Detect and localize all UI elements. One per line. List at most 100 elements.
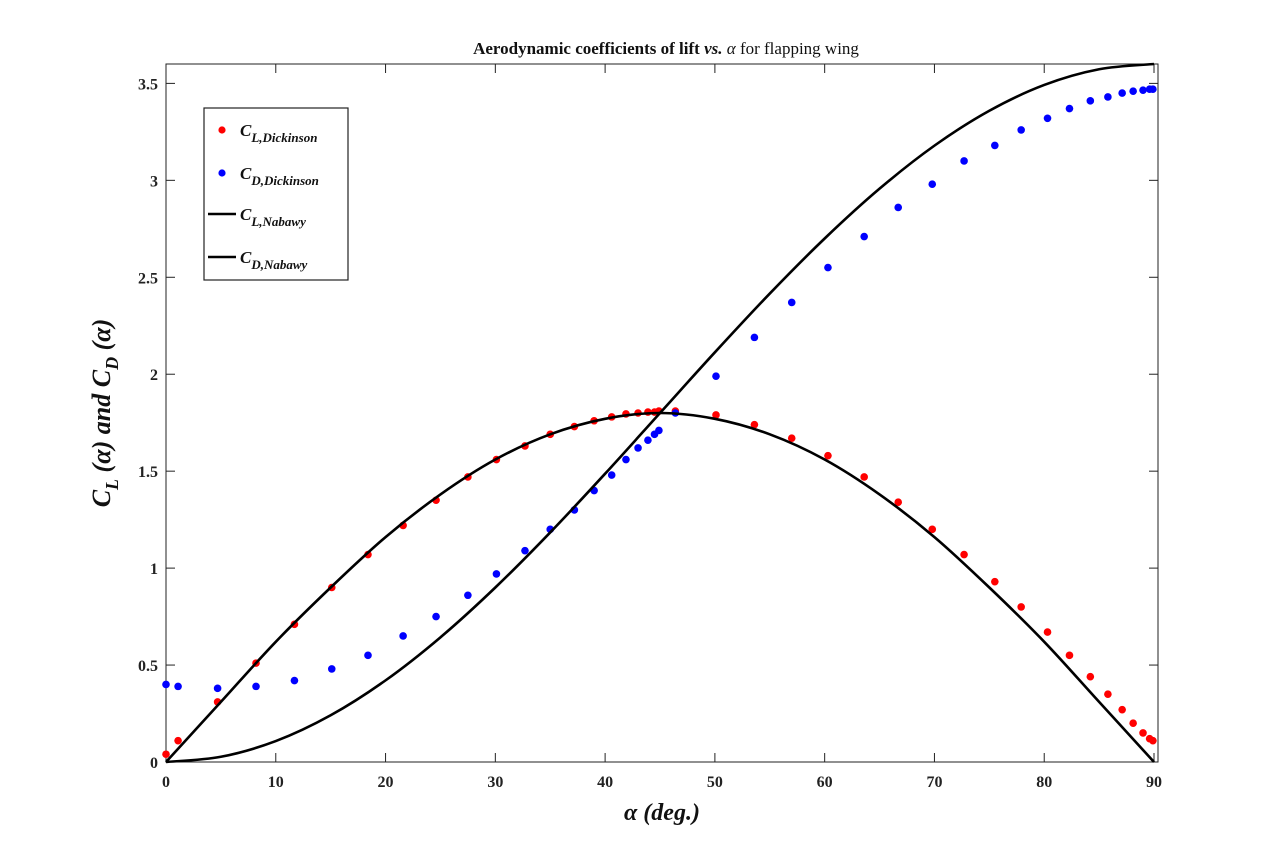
- data-point-c-l-dickinson: [928, 525, 937, 534]
- title-pre: Aerodynamic coefficients of lift: [473, 39, 704, 58]
- y-tick-label: 0.5: [138, 658, 158, 675]
- data-point-c-l-dickinson: [1086, 672, 1095, 681]
- legend-item-cl-dickinson: CL,Dickinson: [218, 121, 317, 145]
- data-point-c-d-dickinson: [1017, 126, 1025, 134]
- legend-item-cl-nabawy: CL,Nabawy: [208, 205, 306, 229]
- y-tick-label: 3.5: [138, 76, 158, 93]
- data-point-c-d-dickinson: [1065, 104, 1074, 113]
- data-point-c-l-dickinson: [750, 420, 759, 429]
- x-tick-label: 20: [378, 774, 394, 791]
- data-point-c-l-dickinson: [1017, 603, 1025, 611]
- ylabel-end: (α): [87, 319, 116, 357]
- x-axis-label: α (deg.): [624, 800, 700, 826]
- data-point-c-l-dickinson: [712, 411, 720, 419]
- y-axis: 0 0.5 1 1.5 2 2.5 3 3.5: [138, 76, 1158, 772]
- data-point-c-d-dickinson: [1104, 93, 1112, 101]
- ylabel-c1: C: [87, 489, 116, 507]
- data-point-c-l-dickinson: [1065, 651, 1074, 660]
- data-point-c-d-dickinson: [464, 591, 472, 600]
- y-tick-label: 2.5: [138, 270, 158, 287]
- ylabel-mid: (α) and: [87, 387, 116, 479]
- legend-main: C: [240, 121, 252, 140]
- y-axis-label: CL (α) and CD (α): [87, 319, 122, 508]
- data-point-c-d-dickinson: [1139, 86, 1147, 94]
- data-point-c-l-dickinson: [1149, 736, 1157, 745]
- y-tick-label: 1.5: [138, 464, 158, 481]
- legend-label-cd-dickinson: CD,Dickinson: [240, 164, 319, 188]
- data-point-c-d-dickinson: [712, 372, 720, 380]
- ylabel-sub1: L: [102, 479, 122, 491]
- data-point-c-d-dickinson: [1129, 87, 1137, 95]
- data-point-c-l-dickinson: [787, 434, 796, 443]
- data-point-c-d-dickinson: [399, 632, 407, 640]
- series-layer: [162, 62, 1157, 764]
- legend-label-cd-nabawy: CD,Nabawy: [240, 248, 308, 272]
- data-point-c-d-dickinson: [162, 680, 170, 689]
- x-tick-label: 90: [1146, 774, 1162, 791]
- legend-sub: D,Nabawy: [250, 257, 307, 272]
- data-point-c-l-dickinson: [1129, 719, 1137, 728]
- ylabel-c2: C: [87, 369, 116, 387]
- data-point-c-d-dickinson: [174, 682, 182, 691]
- data-point-c-d-dickinson: [1118, 89, 1126, 97]
- x-tick-label: 10: [268, 774, 284, 791]
- data-point-c-d-dickinson: [1086, 97, 1095, 105]
- data-point-c-d-dickinson: [787, 298, 796, 307]
- x-tick-label: 40: [597, 774, 613, 791]
- data-point-c-l-dickinson: [860, 473, 868, 481]
- chart-title: Aerodynamic coefficients of lift vs. α f…: [473, 39, 859, 58]
- data-point-c-d-dickinson: [991, 141, 999, 150]
- legend-main: C: [240, 205, 252, 224]
- data-point-c-d-dickinson: [928, 180, 937, 189]
- data-point-c-d-dickinson: [1149, 85, 1157, 94]
- data-point-c-d-dickinson: [894, 203, 903, 212]
- data-point-c-d-dickinson: [622, 455, 630, 464]
- data-point-c-d-dickinson: [521, 546, 529, 555]
- legend: CL,Dickinson CD,Dickinson CL,Nabawy CD,N…: [203, 107, 349, 281]
- data-point-c-d-dickinson: [1043, 114, 1052, 123]
- data-point-c-d-dickinson: [750, 333, 759, 342]
- data-point-c-d-dickinson: [634, 444, 642, 452]
- data-point-c-d-dickinson: [327, 665, 336, 673]
- data-point-c-d-dickinson: [607, 471, 616, 479]
- data-point-c-l-dickinson: [991, 577, 999, 586]
- legend-label-cl-dickinson: CL,Dickinson: [240, 121, 317, 145]
- legend-sub: L,Nabawy: [250, 214, 306, 229]
- legend-box: [203, 107, 349, 281]
- data-point-c-d-dickinson: [252, 682, 260, 691]
- data-point-c-l-dickinson: [824, 451, 832, 460]
- data-point-c-l-dickinson: [1118, 705, 1126, 714]
- data-point-c-l-dickinson: [1043, 628, 1052, 636]
- data-point-c-d-dickinson: [824, 263, 832, 272]
- title-alpha: α: [727, 39, 737, 58]
- data-point-c-d-dickinson: [213, 684, 222, 693]
- data-point-c-d-dickinson: [655, 426, 663, 435]
- data-point-c-l-dickinson: [174, 736, 182, 745]
- data-point-c-l-dickinson: [894, 498, 903, 506]
- legend-label-cl-nabawy: CL,Nabawy: [240, 205, 306, 229]
- legend-item-cd-dickinson: CD,Dickinson: [218, 164, 319, 188]
- data-point-c-l-dickinson: [1104, 690, 1112, 698]
- legend-main: C: [240, 164, 252, 183]
- y-tick-label: 1: [150, 561, 158, 578]
- x-tick-label: 0: [162, 774, 170, 791]
- x-tick-label: 60: [817, 774, 833, 791]
- x-tick-label: 80: [1036, 774, 1052, 791]
- data-point-c-d-dickinson: [364, 651, 372, 660]
- legend-sub: D,Dickinson: [250, 173, 319, 188]
- x-tick-label: 70: [926, 774, 942, 791]
- x-tick-label: 50: [707, 774, 723, 791]
- data-point-c-l-dickinson: [162, 750, 170, 759]
- title-post: for flapping wing: [736, 39, 860, 58]
- y-tick-label: 0: [150, 755, 158, 772]
- data-point-c-d-dickinson: [860, 232, 868, 241]
- legend-item-cd-nabawy: CD,Nabawy: [208, 248, 308, 272]
- series-line-c-d-nabawy: [165, 62, 1155, 764]
- ylabel-sub2: D: [102, 357, 122, 371]
- data-point-c-d-dickinson: [644, 436, 652, 444]
- legend-main: C: [240, 248, 252, 267]
- data-point-c-l-dickinson: [1139, 729, 1147, 737]
- x-tick-label: 30: [487, 774, 503, 791]
- y-tick-label: 2: [150, 367, 158, 384]
